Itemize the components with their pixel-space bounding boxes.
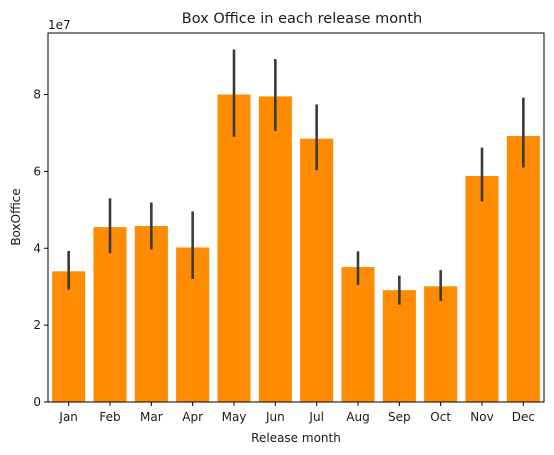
x-tick-label-sep: Sep xyxy=(388,410,411,424)
y-tick-label: 6 xyxy=(33,164,41,178)
chart-title: Box Office in each release month xyxy=(182,11,422,27)
bar-jul xyxy=(300,138,334,402)
bar-sep xyxy=(382,290,416,402)
y-tick-label: 2 xyxy=(33,318,41,332)
bar-dec xyxy=(506,136,540,402)
y-axis: 0 2 4 6 8 xyxy=(33,88,48,409)
y-tick-label: 0 xyxy=(33,395,41,409)
bar-may xyxy=(217,94,251,402)
x-tick-label-may: May xyxy=(222,410,247,424)
error-bars-group xyxy=(67,49,525,305)
x-tick-label-jan: Jan xyxy=(58,410,78,424)
x-tick-label-jun: Jun xyxy=(265,410,285,424)
x-tick-label-dec: Dec xyxy=(512,410,535,424)
x-tick-label-mar: Mar xyxy=(140,410,163,424)
x-axis-label: Release month xyxy=(251,431,341,445)
bar-feb xyxy=(93,227,127,402)
bar-aug xyxy=(341,267,375,402)
bar-nov xyxy=(465,175,499,402)
y-tick-label: 8 xyxy=(33,88,41,102)
y-tick-label: 4 xyxy=(33,241,41,255)
bar-oct xyxy=(424,286,458,402)
x-axis: Jan Feb Mar Apr May Jun Jul Aug Sep Oct Nov Dec xyxy=(58,402,535,424)
y-axis-scale-label: 1e7 xyxy=(48,18,71,32)
bar-jan xyxy=(52,271,86,402)
bars-group xyxy=(52,94,540,402)
bar-jun xyxy=(258,96,292,402)
x-tick-label-aug: Aug xyxy=(346,410,369,424)
plot-area-frame xyxy=(47,32,545,403)
y-axis-label: BoxOffice xyxy=(9,188,23,245)
x-tick-label-apr: Apr xyxy=(182,410,203,424)
x-tick-label-jul: Jul xyxy=(308,410,323,424)
x-tick-label-oct: Oct xyxy=(430,410,451,424)
bar-mar xyxy=(134,225,168,402)
x-tick-label-nov: Nov xyxy=(470,410,493,424)
x-tick-label-feb: Feb xyxy=(99,410,120,424)
